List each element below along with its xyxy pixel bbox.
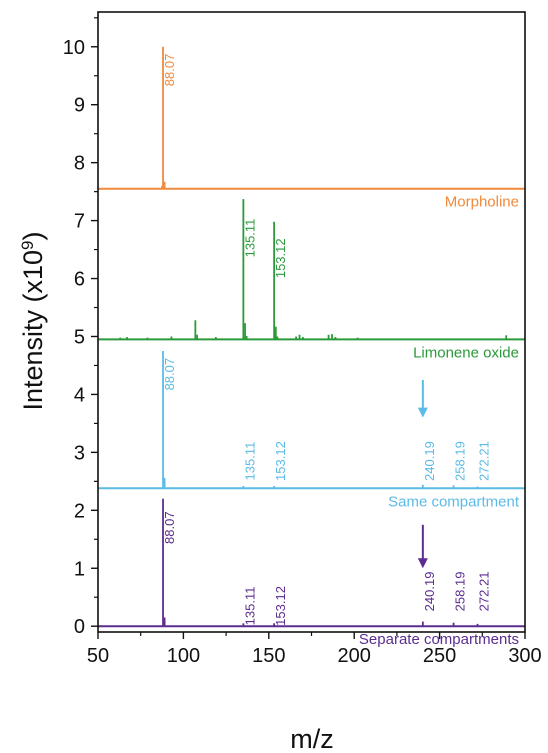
peak-label-separate-compartments: 88.07 <box>162 511 177 544</box>
y-axis-title-main: Intensity (x10 <box>18 250 48 411</box>
peak-label-same-compartment: 258.19 <box>453 441 468 481</box>
peak-label-same-compartment: 153.12 <box>273 441 288 481</box>
peak-label-morpholine: 88.07 <box>162 54 177 87</box>
series-label-bg-limonene-oxide <box>410 343 522 363</box>
peak-label-separate-compartments: 240.19 <box>422 572 437 612</box>
x-tick-label: 100 <box>167 645 200 667</box>
x-tick-label: 50 <box>87 645 109 667</box>
peak-label-same-compartment: 240.19 <box>422 441 437 481</box>
x-tick-label: 150 <box>252 645 285 667</box>
y-tick-label: 6 <box>74 269 85 291</box>
y-tick-label: 4 <box>74 384 85 406</box>
plot-area: 88.07 Morpholine 135.11 153.12 Limonene oxid… <box>63 11 542 667</box>
y-tick-label: 10 <box>63 37 85 59</box>
series-label-separate-compartments: Separate compartments <box>359 631 519 648</box>
y-tick-label: 3 <box>74 442 85 464</box>
series-label-morpholine: Morpholine <box>445 194 519 211</box>
y-tick-label: 2 <box>74 500 85 522</box>
y-tick-label: 9 <box>74 95 85 117</box>
y-tick-label: 0 <box>74 616 85 638</box>
series-label-bg-morpholine <box>441 192 522 212</box>
peak-label-separate-compartments: 258.19 <box>453 572 468 612</box>
peak-label-separate-compartments: 153.12 <box>273 586 288 626</box>
series-label-bg-same-compartment <box>385 492 523 512</box>
x-tick-label: 250 <box>423 645 456 667</box>
x-tick-label: 200 <box>338 645 371 667</box>
y-axis-title-close: ) <box>18 231 48 240</box>
peak-label-separate-compartments: 272.21 <box>477 572 492 612</box>
y-tick-label: 8 <box>74 153 85 175</box>
y-tick-label: 1 <box>74 558 85 580</box>
series-label-same-compartment: Same compartment <box>388 493 520 510</box>
arrowhead-separate-compartments <box>417 558 428 569</box>
peak-label-same-compartment: 272.21 <box>477 441 492 481</box>
x-tick-label: 300 <box>508 645 541 667</box>
peak-label-separate-compartments: 135.11 <box>242 587 257 626</box>
series-label-limonene-oxide: Limonene oxide <box>413 344 519 361</box>
peak-label-limonene-oxide: 153.12 <box>273 238 288 278</box>
y-tick-label: 5 <box>74 326 85 348</box>
peak-label-limonene-oxide: 135.11 <box>242 219 257 258</box>
y-axis-title-exponent: 9 <box>18 240 37 249</box>
peak-label-same-compartment: 135.11 <box>242 442 257 481</box>
peak-label-same-compartment: 88.07 <box>162 358 177 391</box>
y-tick-label: 7 <box>74 211 85 233</box>
y-axis-title: Intensity (x109) <box>18 231 49 410</box>
x-axis-title: m/z <box>290 724 334 753</box>
arrowhead-same-compartment <box>417 407 428 418</box>
